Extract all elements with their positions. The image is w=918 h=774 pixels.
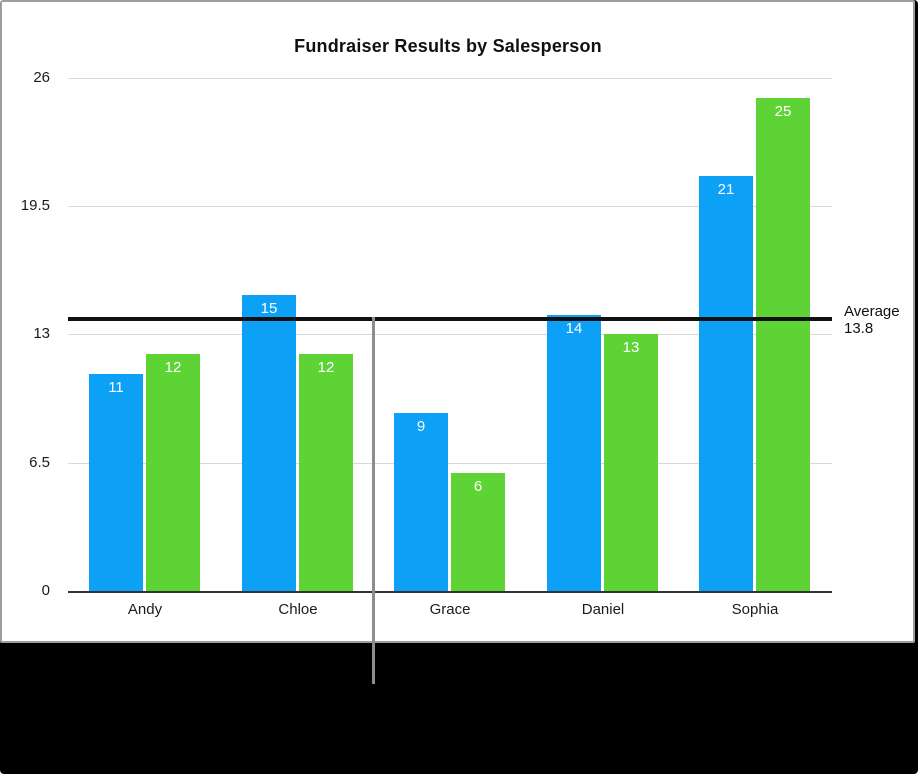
chart-card: Fundraiser Results by Salesperson 0 6.5 13…	[0, 0, 915, 643]
y-tick-label-19.5: 19.5	[20, 197, 50, 214]
bar-value-label-green-series-chloe: 12	[317, 359, 335, 376]
y-tick-label-0: 0	[41, 582, 50, 599]
average-value-text: 13.8	[844, 320, 874, 337]
x-axis-label-sophia: Sophia	[731, 601, 779, 618]
bar-green-series-daniel[interactable]	[604, 334, 658, 591]
grid-line-13	[68, 334, 832, 335]
grid-line-19.5	[68, 206, 832, 207]
bar-blue-series-andy[interactable]	[89, 374, 143, 591]
grid-line-6.5	[68, 463, 832, 464]
bar-blue-series-grace[interactable]	[394, 413, 448, 591]
average-line-label: Average 13.8	[844, 303, 900, 337]
x-axis-label-chloe: Chloe	[278, 601, 318, 618]
bar-value-label-blue-series-andy: 11	[108, 379, 124, 396]
average-line[interactable]	[68, 317, 832, 321]
bar-value-label-blue-series-grace: 9	[416, 418, 426, 435]
bar-value-label-blue-series-chloe: 15	[260, 300, 278, 317]
bar-value-label-green-series-daniel: 13	[622, 339, 640, 356]
y-tick-label-26: 26	[33, 69, 50, 86]
bar-blue-series-sophia[interactable]	[699, 176, 753, 591]
bar-green-series-andy[interactable]	[146, 354, 200, 591]
bar-green-series-grace[interactable]	[451, 473, 505, 591]
grid-line-26	[68, 78, 832, 79]
bar-value-label-green-series-grace: 6	[473, 478, 483, 495]
bar-chart-plot: 0 6.5 13 19.5 26 11 12 Andy 15 12 Chloe 9 6 Grace 14 13…	[2, 2, 917, 645]
bar-blue-series-chloe[interactable]	[242, 295, 296, 591]
bar-value-label-blue-series-daniel: 14	[565, 320, 583, 337]
vertical-guide-line[interactable]	[372, 317, 375, 684]
y-tick-label-6.5: 6.5	[29, 454, 50, 471]
x-axis-label-grace: Grace	[429, 601, 471, 618]
bar-blue-series-daniel[interactable]	[547, 315, 601, 591]
bar-green-series-chloe[interactable]	[299, 354, 353, 591]
bar-value-label-blue-series-sophia: 21	[717, 181, 735, 198]
bar-value-label-green-series-sophia: 25	[774, 103, 792, 120]
x-axis-line	[68, 591, 832, 593]
x-axis-label-daniel: Daniel	[581, 601, 625, 618]
y-tick-label-13: 13	[33, 325, 50, 342]
x-axis-label-andy: Andy	[127, 601, 163, 618]
bar-value-label-green-series-andy: 12	[164, 359, 182, 376]
bar-green-series-sophia[interactable]	[756, 98, 810, 591]
average-label-text: Average	[844, 303, 900, 320]
chart-title: Fundraiser Results by Salesperson	[294, 36, 602, 56]
